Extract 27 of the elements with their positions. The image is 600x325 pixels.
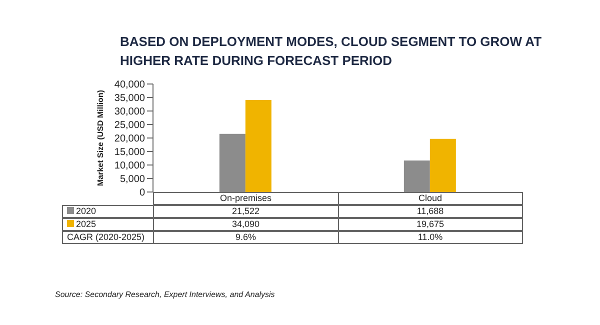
bar	[404, 160, 430, 192]
x-tick-label: On-premises	[153, 192, 338, 206]
legend-label: 2025	[75, 219, 96, 229]
text: 9.6%	[153, 231, 338, 244]
data-label: 34,090	[153, 218, 338, 232]
y-tick-label: 35,000	[114, 93, 146, 104]
y-tick-label: 10,000	[114, 160, 146, 172]
data-label: 11,688	[338, 205, 523, 218]
text: 11.0%	[338, 231, 523, 244]
data-label: 21,522	[153, 205, 338, 218]
source-note: Source: Secondary Research, Expert Interviews, and Analysis	[55, 290, 275, 299]
bar	[245, 100, 272, 192]
chart-title: BASED ON DEPLOYMENT MODES, CLOUD SEGMENT TO GROW AT HIGHER RATE DURING FORECAST PERIOD	[120, 33, 543, 70]
y-tick-label: 0	[139, 188, 146, 199]
y-tick-label: 40,000	[114, 80, 146, 91]
y-tick-label: 25,000	[114, 120, 146, 132]
bar	[430, 138, 456, 192]
y-tick-label: 20,000	[114, 134, 146, 145]
legend-label: 2020	[75, 206, 96, 216]
text: CAGR (2020-2025)	[62, 231, 154, 244]
y-tick-label: 15,000	[114, 147, 146, 158]
y-tick-label: 30,000	[114, 106, 146, 118]
y-axis-title: Market Size (USD Million)	[96, 90, 105, 186]
data-label: 19,675	[338, 218, 523, 232]
x-tick-label: Cloud	[338, 192, 523, 206]
bar	[219, 134, 246, 192]
y-tick-label: 5,000	[120, 174, 146, 186]
